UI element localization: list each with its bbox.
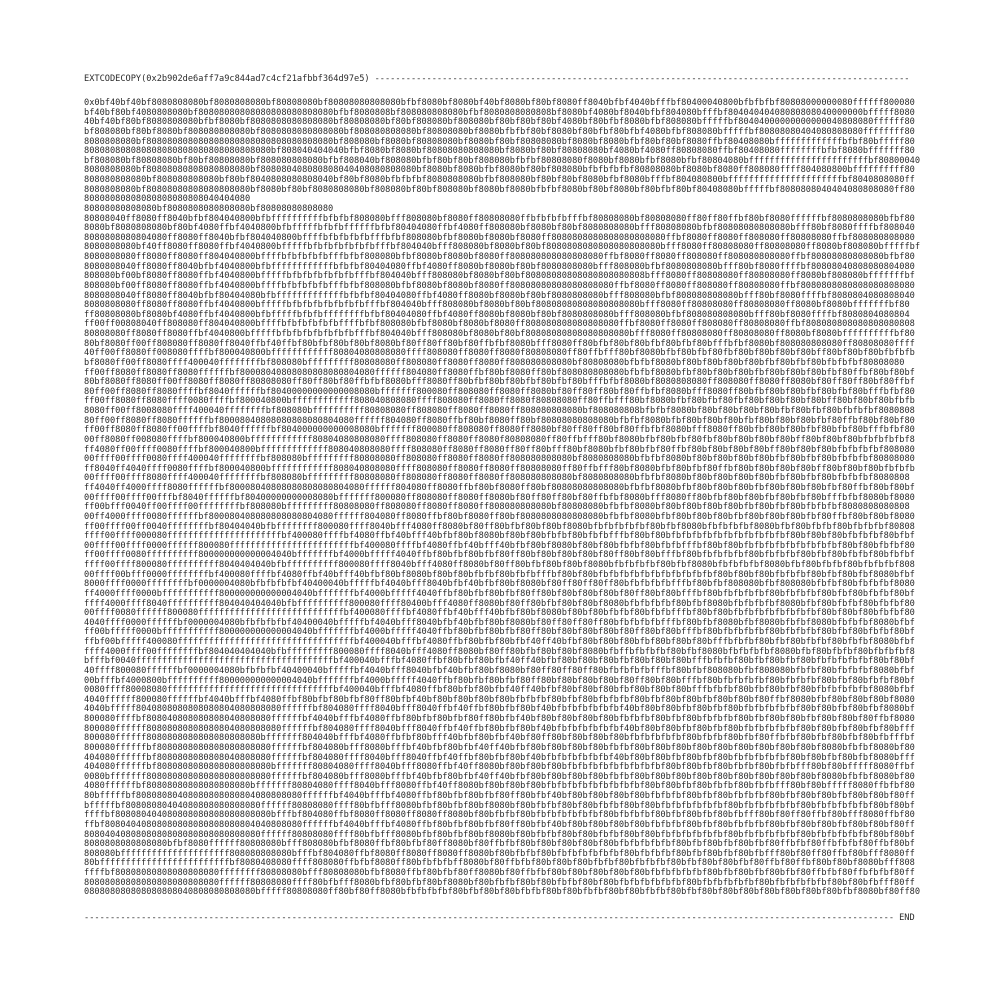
- hex-line: 8080808040ff8080ff8040bfbf80404080bfbfff…: [84, 290, 915, 301]
- end-footer: ----------------------------------------…: [84, 913, 915, 924]
- hex-line: 40ffff800080ffffffbf0000004080bfbfbfbf40…: [84, 665, 915, 676]
- hex-line: 8080808040ff8080ff8040bfbf4040800bfbffff…: [84, 261, 915, 272]
- header-separator: ----------------------------------------…: [374, 74, 910, 84]
- hex-line: ff4000ffff0000bfffffffffff80000000000000…: [84, 588, 915, 599]
- hex-line: bfffbf0040ffffffffffffffffffffffffffffff…: [84, 656, 915, 667]
- hex-line: bf808080bf80bf8080bf808080808080bf808080…: [84, 126, 915, 137]
- hex-line: 00ffff00ffff00fffbf8040ffffffbf804000000…: [84, 492, 915, 503]
- hex-line: 8080ff00ff8008080ffff400040ffffffffbf808…: [84, 406, 915, 416]
- hex-line: 4040ffffff800080ffffffbf4040bfffbf4080ff…: [84, 694, 915, 705]
- hex-line: ffff00ffff800080ffffffffff8040404040bfbf…: [84, 560, 915, 570]
- hex-line: 4040bfffff8040808080808080804080808080ff…: [84, 704, 915, 715]
- hex-line: ffbf00bfffff400080ffffffffffffffffffffff…: [84, 637, 915, 647]
- hex-line: 4040ffff0000ffffffbf0000004080bfbfbfbfbf…: [84, 617, 915, 628]
- hex-line: 80808080808080bf8080808080808080bf808080…: [84, 203, 334, 214]
- hex-line: ff4040ff4000ffff8080ffffffbf800080408080…: [84, 483, 915, 493]
- hex-line: 80ff00ff8080ff8080ffffffbf80008040808080…: [84, 415, 915, 426]
- hex-line: 80bfffffffffffffffffffffffffbf8080408080…: [84, 858, 915, 869]
- hex-line: 40bf40bf80bf8080808080bfbf8080bf80808080…: [84, 117, 915, 128]
- hex-line: 800080ffffff8080808080808080808080bfffff…: [84, 733, 915, 744]
- hex-line: 0080ffff80008080ffffffffffffffffffffffff…: [84, 685, 915, 696]
- hex-line: 808080808080bf808080808080bf80bf80408080…: [84, 175, 915, 185]
- hex-line: 80808080808080808080808040404080: [84, 194, 251, 205]
- hex-line: bf40bf80bf4080808080bf808080808080808080…: [84, 107, 915, 118]
- hex-line: 80808080808080808080808080ffffff80808080…: [84, 877, 915, 888]
- hex-line: 808080bfffffffffffffffffffff808080808080…: [84, 848, 915, 859]
- hex-line: ff4080ff00ffff0080ffffbf800040800bffffff…: [84, 444, 915, 455]
- hex-line: ffff4000ffff8040ffffffffff804040404040bf…: [84, 598, 915, 609]
- hex-line: ff00ffff0080ffffffffff800000000000004040…: [84, 550, 915, 561]
- extcodecopy-header: EXTCODECOPY(0x2b902de6aff7a9c844ad7c4cf2…: [84, 74, 910, 85]
- hex-line: ffbf808040408080808080808080808040408080…: [84, 819, 915, 830]
- hex-line: ffffbf808080404080808080808080808080bfff…: [84, 810, 915, 821]
- hex-line: 00ffff00bfff0000ffffffffbf400080ffffbf40…: [84, 569, 915, 580]
- hex-line: 8000ffff0000ffffffffbf0000004080bfbfbfbf…: [84, 579, 915, 590]
- hex-line: 4080ffffffbf80808080808080808080bfffffff…: [84, 781, 915, 792]
- hex-line: 404080ffffffbf8080808080808040808080ffff…: [84, 752, 915, 763]
- hex-line: 800080ffffbf808040808080808040808080ffff…: [84, 714, 915, 724]
- hex-line: 808080bf00ff8080ff8080ffbf4040800bffffbf…: [84, 280, 915, 291]
- hex-line: 8080808080bf40ff8080ff8080ffbf4040800bff…: [84, 242, 921, 253]
- hex-line: 404080ffffffbf8080808080808080808080bfff…: [84, 762, 915, 773]
- hex-line: 80808040ff8080ff8040bfbf804040800bfbffff…: [84, 213, 915, 224]
- hex-line: ff00bfffff0000bfffffffffff80000000000000…: [84, 627, 915, 638]
- hex-line: ffffbf80808080808080808080ffffffff808080…: [84, 868, 915, 878]
- hex-line: bfffffbf80808080404080808080808080ffffff…: [84, 800, 915, 811]
- hex-line: 40ff00ff8080ff008080ffffbf800040800bffff…: [84, 348, 915, 359]
- hex-line: 080808080808080808040808080808080bfffff8…: [84, 887, 921, 898]
- hex-line: 0x0bf40bf40bf8080808080bf8080808080bf808…: [84, 98, 915, 108]
- hex-line: 00ffff00ffff0080ffff400040ffffffffbf8080…: [84, 454, 915, 465]
- hex-line: 8080808080804080ff8080ff8040bfbf80404080…: [84, 232, 915, 243]
- hex-line: ff00ff8080ff8080ff8080ffffffbf8000804080…: [84, 367, 915, 378]
- hex-line: 80808080ff8080ff8080ffbf4040800bfffffbfb…: [84, 329, 915, 339]
- hex-dump: 0x0bf40bf40bf8080808080bf8080808080bf808…: [84, 98, 921, 898]
- hex-line: ff8040ff4040ffff0080ffffbf800040800bffff…: [84, 463, 915, 474]
- end-label: END: [899, 913, 915, 923]
- hex-line: 00ff8080ff008080ffffbf800040800bffffffff…: [84, 434, 915, 445]
- hex-line: 8080808080ff8080ff8080ffbf4040800bfffffb…: [84, 300, 910, 311]
- opcode-call-label: EXTCODECOPY(0x2b902de6aff7a9c844ad7c4cf2…: [84, 74, 370, 84]
- hex-line: 80bf8080ff8080ff00ff8080ff8080ff80808080…: [84, 377, 915, 388]
- hex-line: ff00ffff00ff0040ffffffffbf80404040bfbfff…: [84, 521, 915, 532]
- hex-line: 800080ffffffbf8080808080808080808080ffff…: [84, 742, 915, 753]
- hex-line: 00ffff00ffff0000ffffff800080ffffffffffff…: [84, 540, 915, 551]
- hex-line: ff00bfff0040ff00ffff00ffffffffbf808080bf…: [84, 502, 910, 513]
- hex-line: 800080ffffff80808080808080804080808080ff…: [84, 723, 915, 734]
- hex-line: ff00ff8080ff8080ffff0080ffffbf800040800b…: [84, 396, 915, 407]
- hex-line: ffff4000ffff00ffffffffbf804040404040bfbf…: [84, 646, 915, 657]
- hex-line: 808080808080808080808080808080808080bf80…: [84, 146, 915, 157]
- hex-line: 00ff4000ffff0080ffffffbf8000804080808080…: [84, 511, 915, 522]
- hex-line: 00bfffbf4000800bffffffffff80000000000000…: [84, 675, 915, 686]
- hex-line: 80ff00ff8080ff8080ffffbf8040ffffffbf8040…: [84, 386, 915, 397]
- hex-line: ff00ff00808040ff808080ff804040800bffffbf…: [84, 319, 915, 330]
- hex-line: 8080808080808080bfbf8080ffffff80808080bf…: [84, 839, 915, 850]
- hex-line: 808080bf00bf8080ff8080ffbf4040800bfffffb…: [84, 271, 915, 282]
- hex-line: 00ffff0080ffffff800080ffffffffffffffffff…: [84, 608, 915, 619]
- hex-line: 8080808080bf80808080808080808080bf8080bf…: [84, 184, 915, 195]
- hex-line: ff00ff8080ff8080ff00ffffbf8040ffffffbf80…: [84, 425, 915, 436]
- hex-line: ffff00ffff000080ffffffffffffffffffffffbf…: [84, 531, 915, 542]
- hex-line: 8080808080bf80808080808080808080bf808080…: [84, 165, 915, 176]
- footer-separator: ----------------------------------------…: [84, 913, 895, 923]
- hex-line: 8080bf8080808080bf80bf4080ffbf4040800bfb…: [84, 223, 915, 234]
- hex-line: bf8080ff00ff8080ffff400040ffffffffbf8080…: [84, 357, 905, 368]
- hex-line: 00ffff00ffff8080ffff400040ffffffffbf8080…: [84, 473, 910, 484]
- hex-line: ff80808080bf8080bf4080ffbf4040800bfbffff…: [84, 309, 910, 320]
- hex-line: 8080808080bf8080808080808080808080808080…: [84, 136, 915, 147]
- hex-line: 80bfffffbf808080804080808080808040808080…: [84, 791, 915, 801]
- hex-line: bf808080bf80808080bf80bf80808080bf808080…: [84, 155, 921, 166]
- hex-line: 80bf8080ff00ff808080ff8080ff8040ffbf40ff…: [84, 338, 915, 349]
- hex-line: 8080808080ff8080ff8080ff804040800bffffbf…: [84, 252, 915, 262]
- hex-line: 0080bfffffff808080808080808080808080ffff…: [84, 771, 915, 782]
- hex-line: 8080404080808080808080808080808080ffffff…: [84, 829, 915, 840]
